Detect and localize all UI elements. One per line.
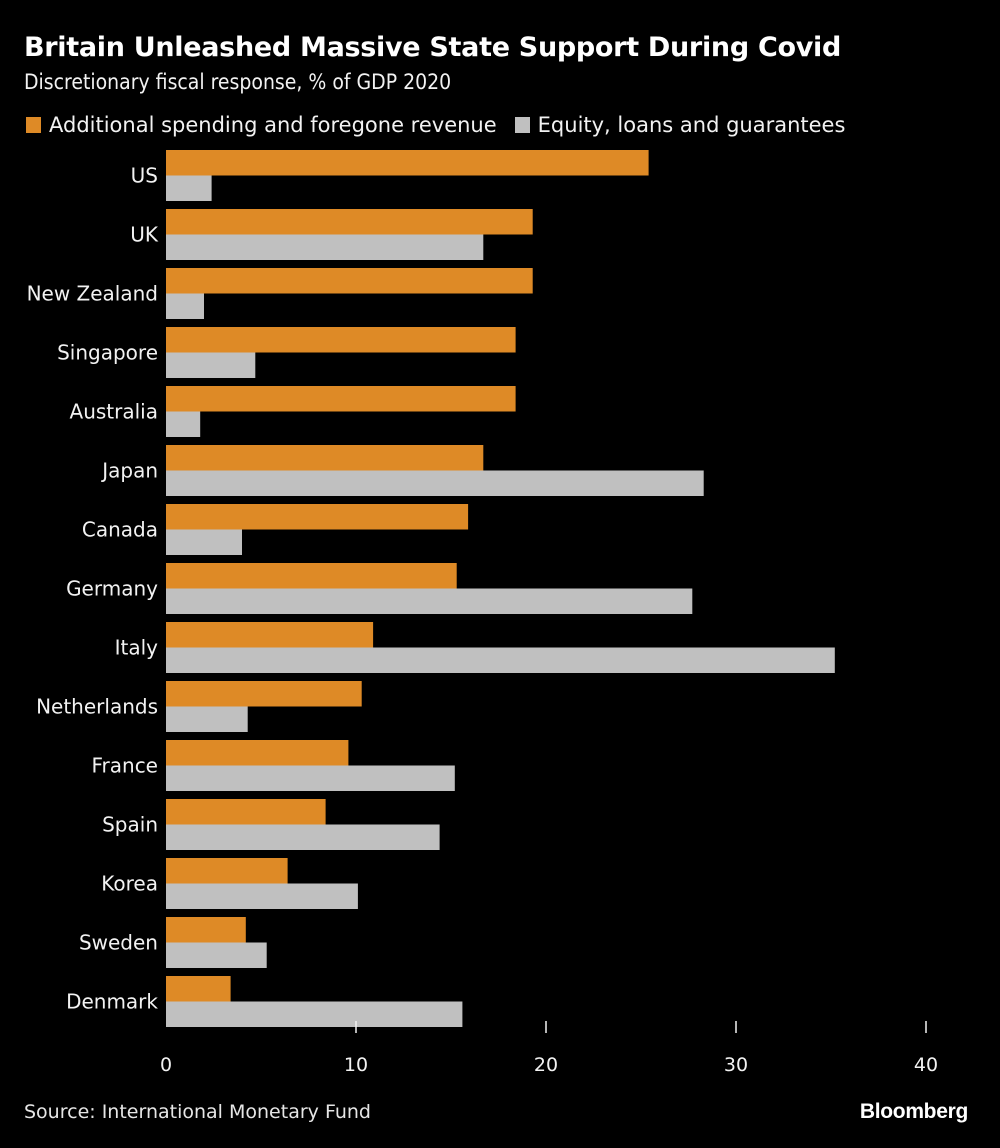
category-label-new-zealand: New Zealand — [27, 282, 158, 306]
x-tick-label-10: 10 — [344, 1054, 368, 1076]
bar-sweden-spending — [166, 917, 246, 943]
category-label-korea: Korea — [101, 872, 158, 896]
bar-spain-equity — [166, 824, 440, 850]
legend: Additional spending and foregone revenue… — [26, 113, 863, 137]
category-label-italy: Italy — [115, 636, 159, 660]
bar-france-spending — [166, 740, 349, 766]
bar-uk-equity — [166, 234, 484, 260]
bar-sweden-equity — [166, 942, 267, 968]
legend-swatch-spending — [26, 117, 41, 133]
category-label-germany: Germany — [66, 577, 158, 601]
bar-singapore-spending — [166, 327, 516, 353]
bar-korea-equity — [166, 883, 358, 909]
bar-italy-equity — [166, 647, 835, 673]
x-tick-label-40: 40 — [914, 1054, 938, 1076]
bar-italy-spending — [166, 622, 374, 648]
bar-denmark-spending — [166, 976, 231, 1002]
bar-new-zealand-equity — [166, 293, 204, 319]
legend-label-spending: Additional spending and foregone revenue — [49, 113, 497, 137]
bar-australia-spending — [166, 386, 516, 412]
legend-swatch-equity — [514, 117, 530, 133]
bar-canada-spending — [166, 504, 469, 530]
category-label-sweden: Sweden — [79, 931, 158, 955]
bar-denmark-equity — [166, 1001, 463, 1027]
bar-germany-equity — [166, 588, 693, 614]
category-label-netherlands: Netherlands — [36, 695, 158, 719]
bar-japan-spending — [166, 445, 484, 471]
chart-subtitle: Discretionary fiscal response, % of GDP … — [24, 70, 452, 94]
bloomberg-logo: Bloomberg — [859, 1100, 968, 1123]
bar-spain-spending — [166, 799, 326, 825]
legend-item-equity: Equity, loans and guarantees — [514, 113, 846, 137]
category-label-singapore: Singapore — [57, 341, 158, 365]
bar-us-spending — [166, 150, 649, 176]
category-label-uk: UK — [130, 223, 159, 247]
bar-us-equity — [166, 175, 212, 201]
category-label-japan: Japan — [100, 459, 158, 483]
chart-title: Britain Unleashed Massive State Support … — [24, 32, 841, 63]
bar-canada-equity — [166, 529, 242, 555]
bar-singapore-equity — [166, 352, 256, 378]
bar-uk-spending — [166, 209, 533, 235]
bar-australia-equity — [166, 411, 201, 437]
category-label-australia: Australia — [70, 400, 158, 424]
legend-item-spending: Additional spending and foregone revenue — [26, 113, 497, 137]
category-label-us: US — [131, 164, 158, 188]
bar-germany-spending — [166, 563, 457, 589]
x-tick-label-0: 0 — [160, 1054, 172, 1076]
category-label-canada: Canada — [82, 518, 158, 542]
category-label-denmark: Denmark — [66, 990, 158, 1014]
bar-netherlands-spending — [166, 681, 362, 707]
bar-japan-equity — [166, 470, 704, 496]
x-tick-label-20: 20 — [534, 1054, 558, 1076]
bar-korea-spending — [166, 858, 288, 884]
source-note: Source: International Monetary Fund — [24, 1101, 371, 1123]
bar-new-zealand-spending — [166, 268, 533, 294]
category-label-france: France — [91, 754, 158, 778]
bar-netherlands-equity — [166, 706, 248, 732]
legend-label-equity: Equity, loans and guarantees — [537, 113, 846, 137]
bar-france-equity — [166, 765, 455, 791]
category-label-spain: Spain — [102, 813, 158, 837]
x-tick-label-30: 30 — [724, 1054, 748, 1076]
